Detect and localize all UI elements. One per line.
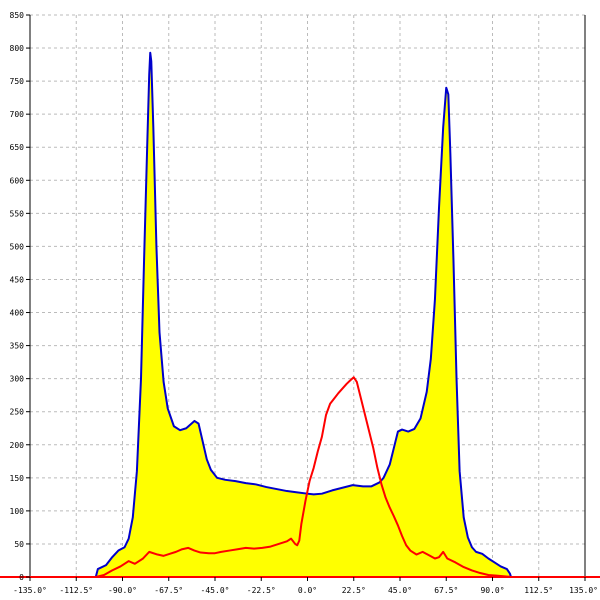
x-tick-label-4: -45.0° xyxy=(201,586,230,595)
x-tick-label-8: 45.0° xyxy=(388,586,412,595)
series-lines xyxy=(94,51,512,578)
y-tick-label-12: 600 xyxy=(10,176,25,185)
y-tick-label-1: 50 xyxy=(14,540,24,549)
series-area xyxy=(95,52,511,577)
y-tick-label-13: 650 xyxy=(10,143,25,152)
x-tick-label-2: -90.0° xyxy=(108,586,137,595)
series-line-1 xyxy=(95,376,512,578)
x-tick-label-11: 112.5° xyxy=(524,586,553,595)
y-tick-label-6: 300 xyxy=(10,375,25,384)
y-tick-label-11: 550 xyxy=(10,209,25,218)
x-tick-label-6: 0.0° xyxy=(298,586,317,595)
x-tick-label-12: 135.0° xyxy=(569,586,598,595)
series-fill-0 xyxy=(95,52,511,577)
y-tick-label-16: 800 xyxy=(10,44,25,53)
x-tick-label-5: -22.5° xyxy=(247,586,276,595)
y-tick-label-8: 400 xyxy=(10,309,25,318)
y-tick-label-15: 750 xyxy=(10,77,25,86)
y-tick-label-2: 100 xyxy=(10,507,25,516)
y-tick-label-14: 700 xyxy=(10,110,25,119)
series-line-0 xyxy=(94,51,512,578)
y-tick-label-5: 250 xyxy=(10,408,25,417)
x-tick-label-1: -112.5° xyxy=(59,586,93,595)
y-tick-label-4: 200 xyxy=(10,441,25,450)
y-tick-label-9: 450 xyxy=(10,275,25,284)
y-tick-label-0: 0 xyxy=(19,573,24,582)
x-tick-label-10: 90.0° xyxy=(480,586,504,595)
x-tick-label-9: 67.5° xyxy=(434,586,458,595)
y-tick-label-17: 850 xyxy=(10,11,25,20)
y-tick-label-3: 150 xyxy=(10,474,25,483)
x-tick-label-3: -67.5° xyxy=(154,586,183,595)
axes xyxy=(0,14,600,581)
y-tick-label-10: 500 xyxy=(10,242,25,251)
x-tick-label-0: -135.0° xyxy=(13,586,47,595)
x-tick-label-7: 22.5° xyxy=(342,586,366,595)
y-tick-label-7: 350 xyxy=(10,342,25,351)
tick-labels: 0 50 100 150 200 250 300 350 400 450 500 550 600 650 7… xyxy=(10,11,598,595)
